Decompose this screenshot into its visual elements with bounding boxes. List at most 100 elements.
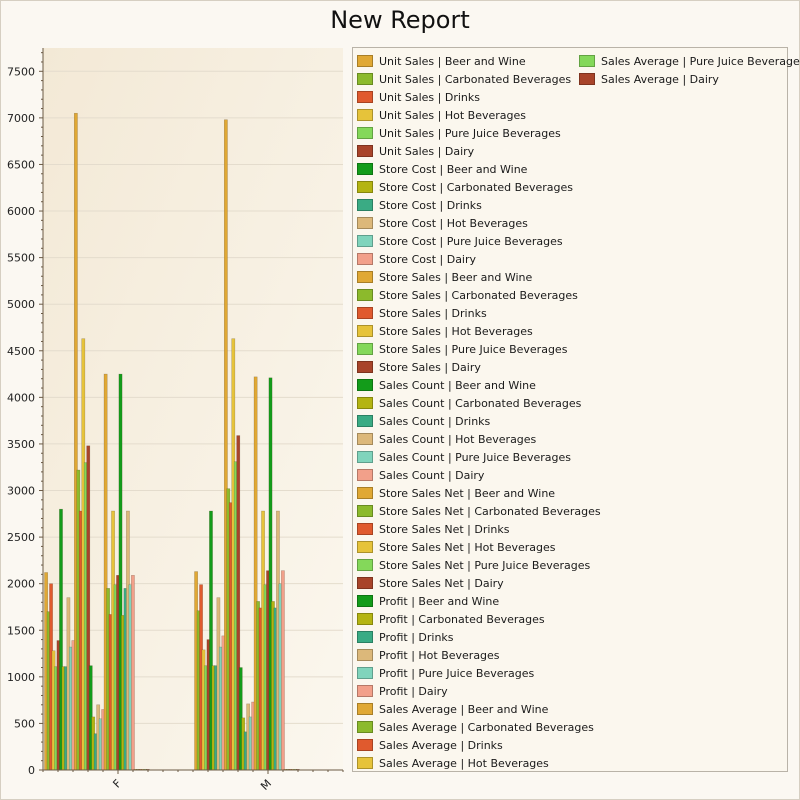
y-tick-label: 0	[28, 764, 35, 777]
legend-swatch	[357, 109, 373, 121]
legend-label: Sales Average | Dairy	[601, 72, 719, 86]
legend-swatch	[357, 667, 373, 679]
y-tick-label: 1000	[7, 671, 35, 684]
legend: Unit Sales | Beer and Wine Unit Sales | C…	[352, 47, 800, 772]
legend-swatch	[357, 289, 373, 301]
legend-swatch	[357, 361, 373, 373]
legend-swatch	[357, 703, 373, 715]
legend-swatch	[357, 415, 373, 427]
legend-swatch	[357, 397, 373, 409]
legend-swatch	[357, 721, 373, 733]
legend-item: Unit Sales | Pure Juice Beverages	[357, 124, 561, 142]
y-tick-label: 3000	[7, 485, 35, 498]
legend-swatch	[357, 271, 373, 283]
legend-item: Sales Average | Beer and Wine	[357, 700, 548, 718]
legend-swatch	[357, 181, 373, 193]
legend-swatch	[357, 91, 373, 103]
legend-swatch	[357, 235, 373, 247]
legend-item: Store Cost | Drinks	[357, 196, 482, 214]
legend-item: Store Sales | Drinks	[357, 304, 487, 322]
legend-swatch	[357, 595, 373, 607]
legend-swatch	[357, 541, 373, 553]
legend-label: Profit | Pure Juice Beverages	[379, 666, 535, 680]
y-tick-label: 2500	[7, 531, 35, 544]
legend-label: Store Cost | Pure Juice Beverages	[379, 234, 563, 248]
y-tick-label: 3500	[7, 438, 35, 451]
legend-item: Sales Average | Carbonated Beverages	[357, 718, 594, 736]
legend-item: Unit Sales | Drinks	[357, 88, 480, 106]
legend-label: Store Sales Net | Hot Beverages	[379, 540, 556, 554]
legend-swatch	[357, 559, 373, 571]
legend-label: Unit Sales | Dairy	[379, 144, 475, 158]
x-tick-label: M	[258, 777, 274, 793]
legend-swatch	[357, 379, 373, 391]
legend-label: Store Sales | Pure Juice Beverages	[379, 342, 568, 356]
legend-label: Sales Count | Beer and Wine	[379, 378, 536, 392]
legend-label: Profit | Dairy	[379, 684, 448, 698]
legend-item: Store Cost | Dairy	[357, 250, 476, 268]
legend-swatch	[357, 253, 373, 265]
legend-swatch	[357, 55, 373, 67]
legend-item: Sales Count | Pure Juice Beverages	[357, 448, 571, 466]
legend-item: Store Sales Net | Hot Beverages	[357, 538, 556, 556]
legend-swatch	[357, 505, 373, 517]
legend-item: Store Sales | Beer and Wine	[357, 268, 532, 286]
legend-swatch	[579, 55, 595, 67]
legend-item: Profit | Dairy	[357, 682, 448, 700]
legend-label: Store Sales | Dairy	[379, 360, 481, 374]
legend-swatch	[357, 307, 373, 319]
x-tick-label: F	[110, 777, 124, 791]
legend-label: Store Sales Net | Carbonated Beverages	[379, 504, 601, 518]
legend-label: Sales Average | Carbonated Beverages	[379, 720, 594, 734]
legend-label: Store Cost | Carbonated Beverages	[379, 180, 573, 194]
legend-swatch	[357, 433, 373, 445]
y-tick-label: 4000	[7, 391, 35, 404]
legend-item: Profit | Pure Juice Beverages	[357, 664, 534, 682]
legend-item: Profit | Beer and Wine	[357, 592, 499, 610]
legend-item: Profit | Carbonated Beverages	[357, 610, 545, 628]
legend-item: Unit Sales | Carbonated Beverages	[357, 70, 571, 88]
legend-item: Store Sales | Pure Juice Beverages	[357, 340, 567, 358]
legend-swatch	[357, 127, 373, 139]
legend-swatch	[357, 217, 373, 229]
legend-label: Store Cost | Hot Beverages	[379, 216, 528, 230]
legend-label: Store Sales | Drinks	[379, 306, 487, 320]
legend-swatch	[357, 649, 373, 661]
legend-item: Sales Average | Hot Beverages	[357, 754, 549, 772]
bar	[131, 575, 135, 771]
legend-item: Unit Sales | Beer and Wine	[357, 52, 526, 70]
bar	[281, 570, 285, 771]
legend-label: Sales Count | Carbonated Beverages	[379, 396, 582, 410]
legend-item: Sales Count | Hot Beverages	[357, 430, 536, 448]
legend-item: Store Sales | Dairy	[357, 358, 481, 376]
legend-swatch	[357, 199, 373, 211]
legend-swatch	[357, 577, 373, 589]
legend-label: Sales Average | Beer and Wine	[379, 702, 549, 716]
legend-item: Sales Count | Carbonated Beverages	[357, 394, 581, 412]
legend-label: Store Sales Net | Beer and Wine	[379, 486, 556, 500]
legend-item: Sales Average | Dairy	[579, 70, 719, 88]
legend-swatch	[357, 613, 373, 625]
legend-item: Store Sales Net | Dairy	[357, 574, 504, 592]
legend-label: Profit | Beer and Wine	[379, 594, 500, 608]
y-tick-label: 5500	[7, 252, 35, 265]
legend-swatch	[357, 343, 373, 355]
legend-item: Store Sales Net | Drinks	[357, 520, 509, 538]
y-tick-label: 1500	[7, 624, 35, 637]
legend-swatch	[357, 163, 373, 175]
legend-label: Store Sales | Carbonated Beverages	[379, 288, 578, 302]
y-tick-label: 5000	[7, 298, 35, 311]
legend-label: Sales Average | Drinks	[379, 738, 503, 752]
legend-swatch	[357, 73, 373, 85]
plot-background	[43, 48, 343, 770]
legend-label: Store Sales Net | Drinks	[379, 522, 510, 536]
legend-item: Sales Count | Dairy	[357, 466, 484, 484]
legend-item: Store Cost | Hot Beverages	[357, 214, 528, 232]
legend-label: Sales Average | Hot Beverages	[379, 756, 549, 770]
legend-item: Unit Sales | Dairy	[357, 142, 474, 160]
legend-item: Sales Average | Drinks	[357, 736, 503, 754]
legend-label: Profit | Drinks	[379, 630, 454, 644]
legend-item: Store Cost | Pure Juice Beverages	[357, 232, 563, 250]
legend-swatch	[357, 739, 373, 751]
